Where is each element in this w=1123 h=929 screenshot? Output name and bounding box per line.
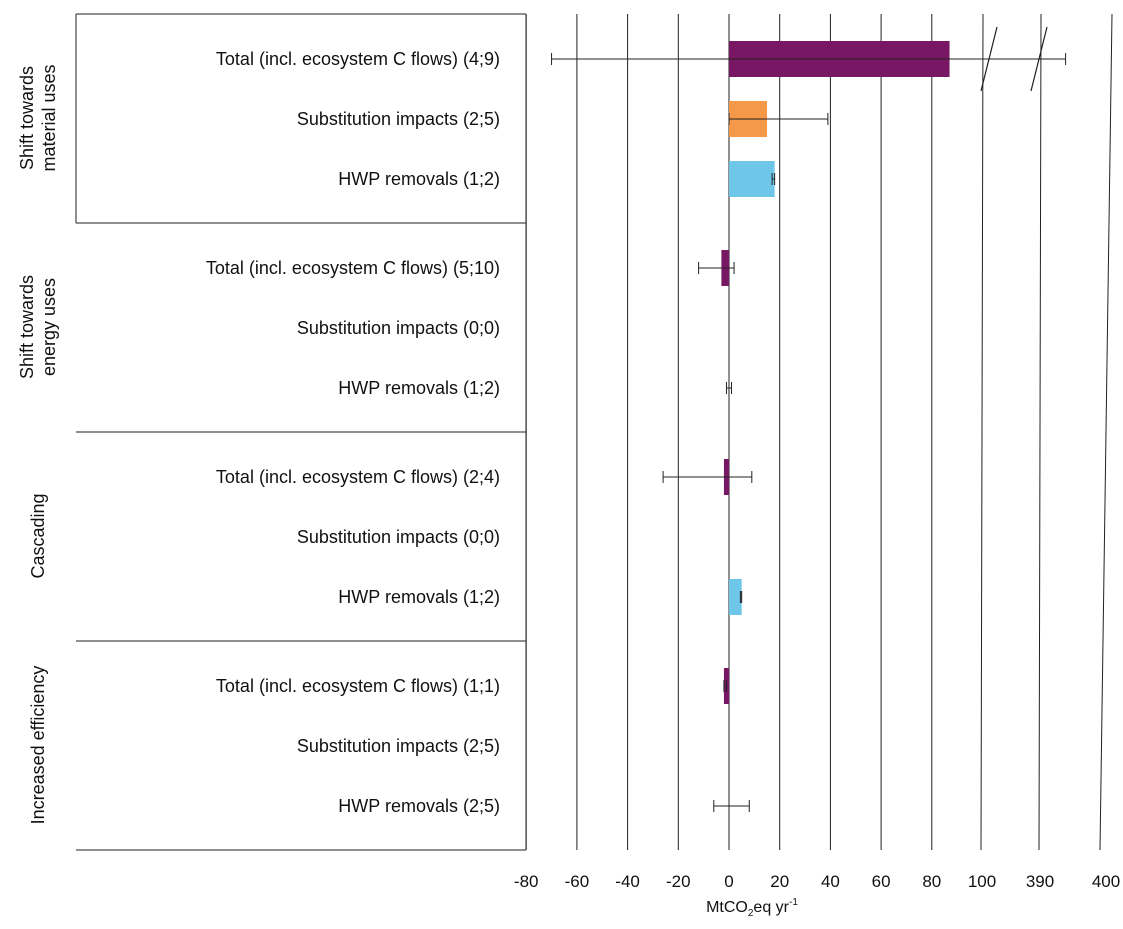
x-tick-label: 0 — [724, 872, 733, 891]
x-tick-label: 400 — [1092, 872, 1120, 891]
group-label-line: energy uses — [39, 278, 59, 376]
row-label: Substitution impacts (0;0) — [297, 527, 500, 547]
row-label: Substitution impacts (2;5) — [297, 109, 500, 129]
row-label: Substitution impacts (0;0) — [297, 318, 500, 338]
x-axis-label-tail: eq yr — [753, 899, 789, 916]
grid-layer — [525, 13, 1113, 851]
row-label: Total (incl. ecosystem C flows) (1;1) — [216, 676, 500, 696]
label-panel — [75, 13, 527, 851]
grid-line-400 — [1099, 13, 1113, 851]
x-axis-label-main: MtCO — [706, 899, 748, 916]
row-label: HWP removals (1;2) — [338, 587, 500, 607]
row-label: Total (incl. ecosystem C flows) (5;10) — [206, 258, 500, 278]
group-label-line: Increased efficiency — [28, 666, 48, 825]
x-tick-label: -80 — [514, 872, 539, 891]
bars-layer — [551, 41, 1067, 812]
row-label: Substitution impacts (2;5) — [297, 736, 500, 756]
x-tick-label: 20 — [770, 872, 789, 891]
x-tick-labels: -80 -60 -40 -20 0 20 40 60 80 100 390 400 — [514, 872, 1120, 891]
row-label: Total (incl. ecosystem C flows) (4;9) — [216, 49, 500, 69]
x-tick-label: 60 — [872, 872, 891, 891]
group-label-line: material uses — [39, 64, 59, 171]
x-tick-label: 80 — [922, 872, 941, 891]
row-label: Total (incl. ecosystem C flows) (2;4) — [216, 467, 500, 487]
x-tick-label: 390 — [1026, 872, 1054, 891]
x-tick-label: -40 — [615, 872, 640, 891]
group-label-3: Cascading — [28, 493, 48, 578]
group-label-line: Shift towards — [17, 275, 37, 379]
x-tick-label: 40 — [821, 872, 840, 891]
group-label-line: Shift towards — [17, 66, 37, 170]
x-tick-label: -60 — [565, 872, 590, 891]
x-tick-label: 100 — [968, 872, 996, 891]
group-label-2: Shift towards energy uses — [17, 275, 59, 379]
group-label-4: Increased efficiency — [28, 666, 48, 825]
grid-line-100 — [980, 13, 984, 851]
group-label-line: Cascading — [28, 493, 48, 578]
row-label: HWP removals (1;2) — [338, 169, 500, 189]
group-label-1: Shift towards material uses — [17, 64, 59, 171]
bar-hwp — [729, 161, 775, 197]
row-label: HWP removals (2;5) — [338, 796, 500, 816]
grid-line-390 — [1038, 13, 1042, 851]
x-axis-label: MtCO2eq yr-1 — [706, 897, 798, 919]
x-tick-label: -20 — [666, 872, 691, 891]
bar-hwp — [729, 579, 742, 615]
x-axis-label-subscript: 2 — [748, 908, 754, 919]
x-axis-label-superscript: -1 — [789, 897, 798, 908]
row-label: HWP removals (1;2) — [338, 378, 500, 398]
